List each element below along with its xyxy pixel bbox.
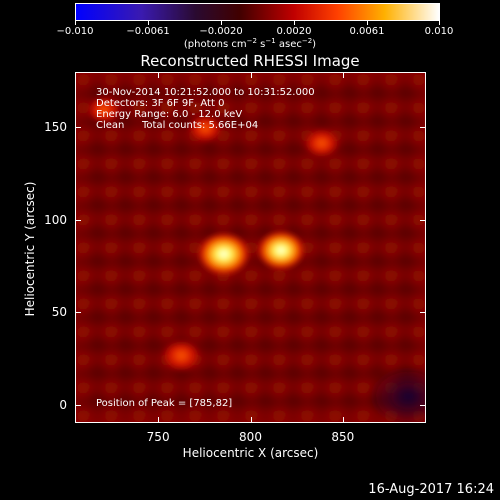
colorbar-tick-label: 0.010 [424, 26, 454, 37]
x-tick-mark [342, 417, 344, 423]
colorbar-units: (photons cm−2 s−1 asec−2) [183, 37, 317, 51]
y-tick-mark [420, 312, 426, 314]
colorbar-tick [367, 21, 368, 25]
x-axis-title: Heliocentric X (arcsec) [182, 446, 319, 460]
emission-source [197, 232, 251, 276]
colorbar-tick [148, 21, 149, 25]
y-tick-label: 100 [44, 212, 67, 227]
info-energy-range: Energy Range: 6.0 - 12.0 keV [96, 109, 243, 120]
emission-source [188, 114, 223, 143]
colorbar [75, 3, 440, 21]
y-tick-label: 0 [59, 397, 67, 412]
emission-source [303, 128, 340, 158]
negative-flux-region [368, 366, 425, 422]
colorbar-tick-label: −0.0020 [199, 26, 243, 37]
x-tick-mark [158, 72, 160, 78]
y-tick-mark [75, 312, 81, 314]
x-tick-label: 850 [331, 430, 355, 444]
colorbar-tick-label: −0.010 [56, 26, 94, 37]
colorbar-tick [75, 21, 76, 25]
x-tick-label: 750 [146, 430, 170, 444]
colorbar-tick [221, 21, 222, 25]
emission-source [161, 339, 201, 372]
colorbar-tick-label: −0.0061 [126, 26, 170, 37]
y-tick-label: 50 [51, 305, 67, 320]
colorbar-tick [294, 21, 295, 25]
peak-position-label: Position of Peak = [785,82] [96, 398, 233, 409]
info-time-range: 30-Nov-2014 10:21:52.000 to 10:31:52.000 [96, 87, 315, 98]
colorbar-gradient [76, 4, 439, 20]
y-tick-mark [420, 404, 426, 406]
y-axis-title: Heliocentric Y (arcsec) [23, 181, 37, 317]
y-tick-mark [75, 404, 81, 406]
heatmap-image [76, 73, 425, 422]
y-tick-mark [420, 127, 426, 129]
y-tick-mark [75, 219, 81, 221]
image-plot[interactable]: 30-Nov-2014 10:21:52.000 to 10:31:52.000… [75, 72, 426, 423]
x-tick-mark [342, 72, 344, 78]
colorbar-tick-label: 0.0020 [276, 26, 312, 37]
x-tick-label: 800 [239, 430, 262, 444]
x-tick-mark [250, 72, 252, 78]
y-tick-label: 150 [44, 120, 67, 135]
emission-source [87, 96, 121, 124]
date-stamp: 16-Aug-2017 16:24 [368, 482, 494, 497]
colorbar-tick [439, 21, 440, 25]
colorbar-tick-label: 0.0061 [349, 26, 385, 37]
x-tick-mark [250, 417, 252, 423]
plot-title: Reconstructed RHESSI Image [140, 52, 360, 70]
y-tick-mark [75, 127, 81, 129]
info-total-counts: Total counts: 5.66E+04 [142, 120, 259, 131]
info-detectors: Detectors: 3F 6F 9F, Att 0 [96, 98, 225, 109]
emission-source [256, 230, 306, 271]
info-clean-method: Clean [96, 120, 125, 131]
y-tick-mark [420, 219, 426, 221]
x-tick-mark [158, 417, 160, 423]
